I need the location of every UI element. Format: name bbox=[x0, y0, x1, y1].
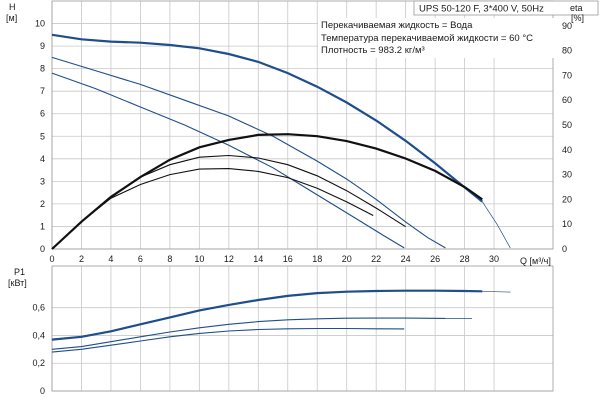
efficiency-tick-label: 50 bbox=[562, 120, 572, 130]
power-axis-unit: [кВт] bbox=[8, 278, 27, 288]
tick-labels: 0 2 4 6 8 10 12 14 16 18 20 22 24 26 28 300123456789100… bbox=[32, 19, 572, 396]
efficiency-axis-label: eta bbox=[570, 3, 583, 13]
efficiency-axis-unit: [%] bbox=[571, 13, 584, 23]
head-curve-runout bbox=[482, 201, 511, 249]
flow-tick-label: 28 bbox=[460, 254, 470, 264]
efficiency-tick-label: 70 bbox=[562, 70, 572, 80]
head-curve-line bbox=[51, 33, 483, 203]
head-tick-label: 7 bbox=[40, 86, 45, 96]
head-tick-label: 2 bbox=[40, 199, 45, 209]
flow-tick-label: 10 bbox=[194, 254, 204, 264]
flow-tick-label: 18 bbox=[312, 254, 322, 264]
flow-tick-label: 16 bbox=[283, 254, 293, 264]
flow-tick-label: 8 bbox=[167, 254, 172, 264]
power-curve-line bbox=[51, 289, 483, 341]
power-panel-frame bbox=[51, 265, 554, 392]
annotation-backdrop bbox=[318, 18, 558, 58]
efficiency-tick-label: 60 bbox=[562, 95, 572, 105]
annotation-liquid: Перекачиваемая жидкость = Вода bbox=[321, 20, 473, 31]
power-axis-label: P1 bbox=[14, 267, 25, 277]
flow-tick-label: 2 bbox=[79, 254, 84, 264]
head-tick-label: 9 bbox=[40, 41, 45, 51]
head-panel-frame bbox=[51, 0, 554, 250]
power-tick-label: 0,2 bbox=[32, 358, 45, 368]
flow-tick-label: 6 bbox=[138, 254, 143, 264]
efficiency-tick-label: 80 bbox=[562, 46, 572, 56]
efficiency-tick-label: 40 bbox=[562, 145, 572, 155]
efficiency-tick-label: 10 bbox=[562, 219, 572, 229]
efficiency-tick-label: 30 bbox=[562, 170, 572, 180]
title-box bbox=[413, 0, 599, 16]
flow-tick-label: 12 bbox=[224, 254, 234, 264]
power-curve-line bbox=[51, 327, 405, 353]
flow-tick-label: 20 bbox=[342, 254, 352, 264]
head-curve-line bbox=[51, 72, 405, 249]
head-tick-label: 10 bbox=[35, 19, 45, 29]
efficiency-curve-line bbox=[51, 154, 406, 250]
flow-tick-label: 22 bbox=[371, 254, 381, 264]
head-tick-label: 5 bbox=[40, 131, 45, 141]
flow-tick-label: 14 bbox=[253, 254, 263, 264]
chart-title: UPS 50-120 F, 3*400 V, 50Hz bbox=[419, 4, 544, 15]
efficiency-tick-label: 20 bbox=[562, 194, 572, 204]
flow-tick-label: 30 bbox=[489, 254, 499, 264]
flow-tick-label: 26 bbox=[430, 254, 440, 264]
flow-tick-label: 4 bbox=[108, 254, 113, 264]
power-curve-runout bbox=[482, 290, 511, 293]
efficiency-tick-label: 0 bbox=[562, 244, 567, 254]
power-tick-label: 0,6 bbox=[32, 303, 45, 313]
power-curve-line bbox=[51, 317, 446, 350]
power-tick-label: 0,4 bbox=[32, 330, 45, 340]
annotation-density: Плотность = 983.2 кг/м³ bbox=[321, 45, 425, 56]
flow-axis-label: Q [м³/ч] bbox=[520, 256, 551, 266]
head-tick-label: 1 bbox=[40, 221, 45, 231]
head-axis-unit: [м] bbox=[6, 13, 17, 23]
head-tick-label: 8 bbox=[40, 64, 45, 74]
panel-frames bbox=[51, 0, 554, 392]
flow-tick-label: 24 bbox=[401, 254, 411, 264]
efficiency-curve-line bbox=[51, 168, 374, 250]
head-tick-label: 4 bbox=[40, 154, 45, 164]
head-axis-label: H bbox=[9, 2, 16, 12]
curves bbox=[51, 33, 511, 353]
head-tick-label: 6 bbox=[40, 109, 45, 119]
annotation-temperature: Температура перекачиваемой жидкости = 60… bbox=[321, 33, 533, 44]
head-tick-label: 3 bbox=[40, 176, 45, 186]
head-tick-label: 0 bbox=[40, 244, 45, 254]
power-tick-label: 0 bbox=[40, 386, 45, 396]
flow-tick-label: 0 bbox=[49, 254, 54, 264]
head-curve-line bbox=[51, 56, 446, 249]
efficiency-tick-label: 90 bbox=[562, 21, 572, 31]
